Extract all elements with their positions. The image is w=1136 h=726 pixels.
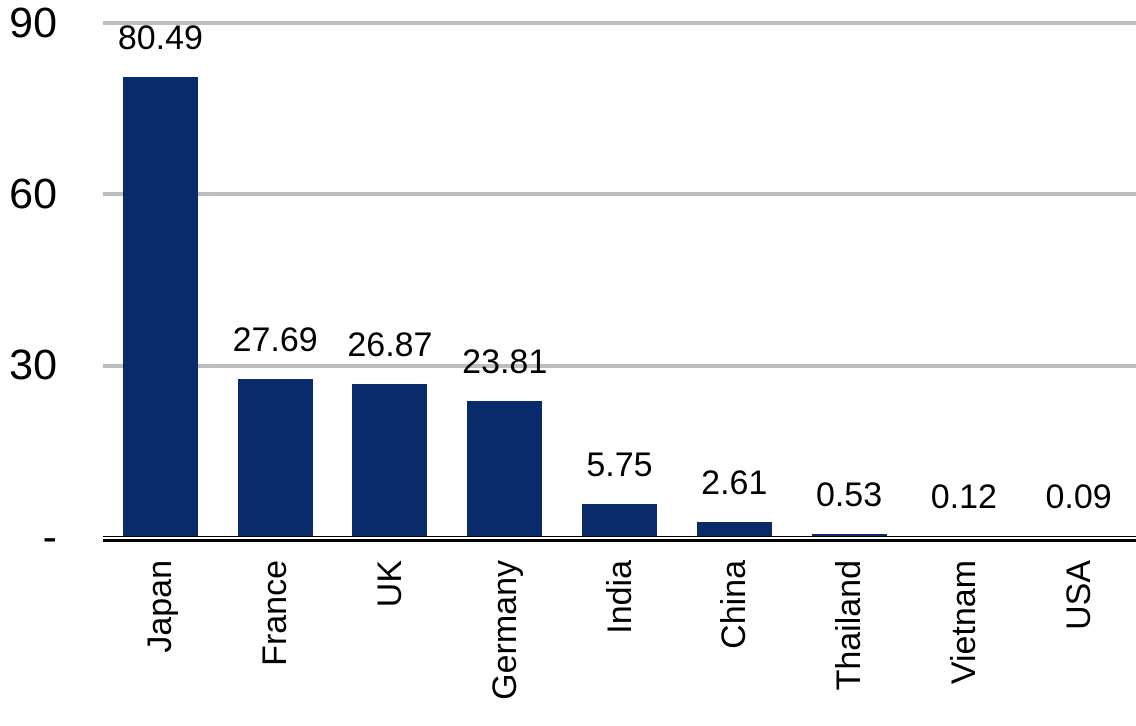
bar-value-label: 23.81 — [462, 343, 548, 382]
zero-gridline — [103, 536, 1136, 537]
category-label-france: France — [256, 560, 295, 666]
bar-value-label: 27.69 — [232, 320, 318, 359]
bar-value-label: 80.49 — [117, 19, 203, 58]
bar-japan — [122, 77, 198, 537]
category-label-usa: USA — [1059, 560, 1098, 630]
y-tick-label: 60 — [9, 169, 57, 218]
gridline-90 — [103, 21, 1136, 25]
category-label-germany: Germany — [485, 560, 524, 700]
bar-value-label: 26.87 — [347, 325, 433, 364]
category-label-vietnam: Vietnam — [944, 560, 983, 685]
bar-india — [582, 504, 657, 537]
bar-value-label: 0.09 — [1045, 478, 1112, 517]
gridline-30 — [103, 363, 1136, 368]
bar-value-label: 0.53 — [815, 475, 883, 514]
y-tick-label: 90 — [9, 0, 57, 47]
bar-value-label: 5.75 — [586, 446, 653, 485]
bar-thailand — [811, 533, 887, 537]
bar-france — [237, 378, 313, 537]
bar-value-label: 0.12 — [930, 478, 997, 517]
category-label-uk: UK — [370, 560, 409, 608]
y-tick-label: - — [42, 512, 57, 561]
category-label-china: China — [715, 560, 754, 649]
gridline-60 — [103, 192, 1136, 197]
bar-uk — [352, 383, 428, 537]
bar-china — [696, 522, 772, 537]
bar-germany — [467, 401, 543, 537]
bar-value-label: 2.61 — [701, 464, 768, 503]
category-label-japan: Japan — [141, 560, 180, 653]
category-label-thailand: Thailand — [830, 560, 869, 691]
y-tick-label: 30 — [9, 341, 57, 390]
x-axis-line — [103, 539, 1136, 542]
category-label-india: India — [600, 560, 639, 634]
